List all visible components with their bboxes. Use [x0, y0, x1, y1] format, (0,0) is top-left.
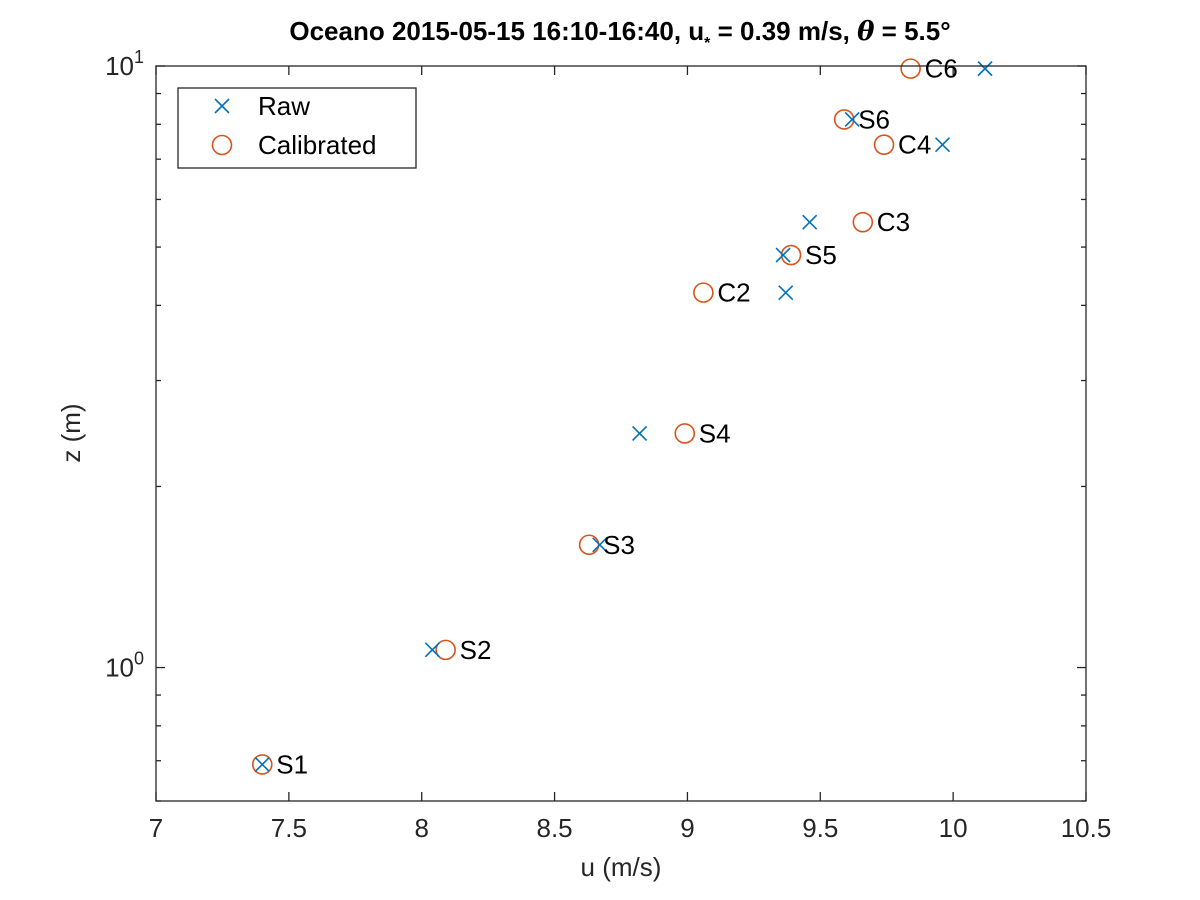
chart-title-main: Oceano 2015-05-15 16:10-16:40, u	[289, 16, 704, 46]
raw-point-stroke	[934, 137, 951, 153]
raw-point-stroke	[844, 111, 860, 128]
x-axis-label: u (m/s)	[581, 852, 662, 882]
raw-point-stroke	[802, 214, 818, 230]
raw-point	[802, 214, 818, 230]
raw-point-stroke	[424, 642, 440, 658]
raw-point-stroke	[778, 285, 794, 301]
x-tick-label: 9	[680, 813, 694, 843]
raw-point-stroke	[977, 61, 993, 77]
y-tick-label: 101	[105, 47, 144, 81]
x-tick-label: 7	[149, 813, 163, 843]
point-label: S6	[858, 104, 890, 134]
point-label: C2	[717, 278, 750, 308]
point-label: S4	[699, 418, 731, 448]
chart-title-theta: θ	[857, 17, 875, 47]
x-tick-label: 8.5	[536, 813, 572, 843]
raw-point	[775, 247, 791, 263]
x-tick-label: 10.5	[1061, 813, 1112, 843]
legend-label-calibrated: Calibrated	[258, 130, 377, 160]
calibrated-point	[852, 211, 874, 233]
plot-frame	[155, 65, 1087, 802]
chart-title-end: = 5.5°	[874, 16, 950, 46]
chart-title-subscript: *	[704, 35, 711, 52]
x-tick-label: 10	[939, 813, 968, 843]
chart-title-middle: = 0.39 m/s,	[710, 16, 857, 46]
raw-point-stroke	[592, 537, 608, 553]
y-tick-label-base: 10	[105, 653, 134, 683]
calibrated-point	[674, 423, 696, 444]
point-label: C3	[877, 207, 910, 237]
y-tick-label-exponent: 0	[134, 649, 144, 669]
labels-layer: 7 7.5 8 8.5 9 9.5 10 10.5100101S1S2S3S4C2S5C3C4…	[105, 47, 1111, 843]
legend-marker-calibrated	[211, 134, 233, 156]
point-label: S5	[805, 240, 837, 270]
raw-point-stroke	[254, 756, 270, 773]
y-tick-label: 100	[105, 649, 144, 683]
raw-point	[844, 111, 860, 128]
calibrated-point	[435, 639, 456, 661]
ticks-layer	[155, 65, 1087, 802]
raw-point	[254, 756, 270, 773]
raw-point	[934, 137, 951, 153]
point-label: S2	[460, 635, 492, 665]
legend: Raw Calibrated	[177, 87, 417, 169]
raw-point	[592, 537, 608, 553]
point-label: C6	[925, 54, 958, 84]
raw-point-stroke	[775, 247, 791, 263]
plot-area	[156, 66, 1086, 801]
calibrated-point	[873, 134, 895, 155]
point-label: S1	[276, 749, 308, 779]
raw-point	[424, 642, 440, 658]
raw-point	[778, 285, 794, 301]
calibrated-point	[780, 244, 802, 266]
raw-point	[632, 425, 648, 442]
y-axis-label: z (m)	[56, 403, 86, 462]
calibrated-point	[693, 282, 714, 303]
point-label: S3	[603, 530, 635, 560]
x-tick-label: 8	[414, 813, 428, 843]
x-tick-label: 9.5	[802, 813, 838, 843]
raw-point	[977, 61, 993, 77]
calibrated-point	[900, 58, 921, 79]
calibrated-point	[833, 109, 855, 130]
legend-label-raw: Raw	[258, 91, 310, 121]
y-tick-label-exponent: 1	[134, 47, 144, 67]
marks-layer	[251, 58, 993, 775]
chart-title: Oceano 2015-05-15 16:10-16:40, u* = 0.39…	[289, 16, 950, 52]
calibrated-point	[251, 754, 273, 775]
y-tick-label-base: 10	[105, 51, 134, 81]
point-label: C4	[898, 130, 931, 160]
legend-marker-raw	[214, 98, 230, 114]
x-tick-label: 7.5	[271, 813, 307, 843]
raw-point-stroke	[632, 425, 648, 442]
